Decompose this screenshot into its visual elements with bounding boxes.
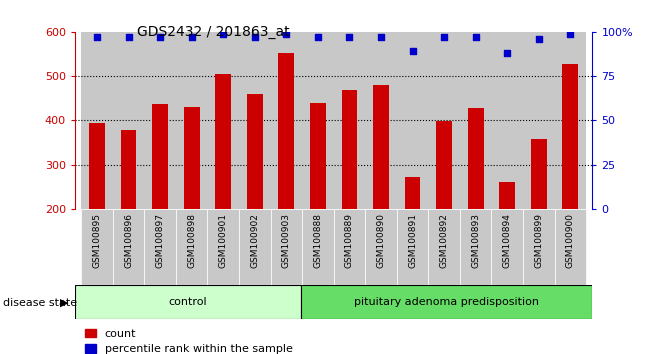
Bar	[81, 32, 113, 209]
Bar	[334, 32, 365, 209]
Bar	[436, 121, 452, 209]
Bar	[531, 139, 547, 209]
Bar	[365, 32, 396, 209]
Bar	[523, 32, 555, 209]
Point	[471, 34, 481, 40]
Bar	[279, 53, 294, 209]
Bar	[396, 32, 428, 209]
Point	[312, 34, 323, 40]
Bar	[271, 32, 302, 209]
Text: GSM100896: GSM100896	[124, 213, 133, 268]
Bar	[113, 32, 145, 209]
FancyBboxPatch shape	[81, 209, 113, 285]
FancyBboxPatch shape	[334, 209, 365, 285]
Text: control: control	[169, 297, 208, 307]
Bar	[310, 103, 326, 209]
Bar	[499, 182, 515, 209]
Point	[92, 34, 102, 40]
FancyBboxPatch shape	[523, 209, 555, 285]
Bar	[89, 124, 105, 209]
Bar	[176, 32, 208, 209]
Bar	[145, 32, 176, 209]
FancyBboxPatch shape	[271, 209, 302, 285]
Bar	[492, 32, 523, 209]
Text: GSM100903: GSM100903	[282, 213, 291, 268]
Text: GSM100902: GSM100902	[250, 213, 259, 268]
Text: GSM100899: GSM100899	[534, 213, 544, 268]
Text: pituitary adenoma predisposition: pituitary adenoma predisposition	[354, 297, 539, 307]
Point	[249, 34, 260, 40]
Text: GSM100900: GSM100900	[566, 213, 575, 268]
FancyBboxPatch shape	[208, 209, 239, 285]
Text: GSM100897: GSM100897	[156, 213, 165, 268]
Bar	[460, 32, 492, 209]
Bar	[239, 32, 271, 209]
FancyBboxPatch shape	[145, 209, 176, 285]
Bar	[247, 94, 262, 209]
Point	[123, 34, 133, 40]
FancyBboxPatch shape	[365, 209, 396, 285]
FancyBboxPatch shape	[301, 285, 592, 319]
FancyBboxPatch shape	[396, 209, 428, 285]
FancyBboxPatch shape	[555, 209, 586, 285]
Text: GDS2432 / 201863_at: GDS2432 / 201863_at	[137, 25, 289, 39]
Text: ▶: ▶	[60, 298, 68, 308]
Point	[376, 34, 386, 40]
Bar	[208, 32, 239, 209]
Bar	[468, 108, 484, 209]
Text: GSM100890: GSM100890	[376, 213, 385, 268]
Point	[281, 31, 292, 36]
FancyBboxPatch shape	[75, 285, 301, 319]
Text: disease state: disease state	[3, 298, 77, 308]
FancyBboxPatch shape	[460, 209, 492, 285]
FancyBboxPatch shape	[428, 209, 460, 285]
Bar	[302, 32, 334, 209]
Bar	[555, 32, 586, 209]
Bar	[215, 74, 231, 209]
Point	[218, 31, 229, 36]
Point	[565, 31, 575, 36]
Point	[439, 34, 449, 40]
Text: GSM100888: GSM100888	[313, 213, 322, 268]
Bar	[342, 90, 357, 209]
Bar	[120, 130, 137, 209]
Point	[186, 34, 197, 40]
Bar	[405, 177, 421, 209]
Bar	[373, 85, 389, 209]
Text: GSM100893: GSM100893	[471, 213, 480, 268]
FancyBboxPatch shape	[113, 209, 145, 285]
Text: GSM100894: GSM100894	[503, 213, 512, 268]
Text: GSM100891: GSM100891	[408, 213, 417, 268]
FancyBboxPatch shape	[492, 209, 523, 285]
FancyBboxPatch shape	[239, 209, 271, 285]
Bar	[428, 32, 460, 209]
Text: GSM100901: GSM100901	[219, 213, 228, 268]
Bar	[184, 107, 199, 209]
Text: GSM100889: GSM100889	[345, 213, 354, 268]
Text: GSM100892: GSM100892	[439, 213, 449, 268]
Bar	[562, 64, 578, 209]
Legend: count, percentile rank within the sample: count, percentile rank within the sample	[81, 324, 298, 354]
Text: GSM100895: GSM100895	[92, 213, 102, 268]
Point	[502, 50, 512, 56]
Point	[534, 36, 544, 42]
Text: GSM100898: GSM100898	[187, 213, 196, 268]
Point	[155, 34, 165, 40]
Bar	[152, 104, 168, 209]
Point	[408, 48, 418, 54]
FancyBboxPatch shape	[176, 209, 208, 285]
Point	[344, 34, 355, 40]
FancyBboxPatch shape	[302, 209, 334, 285]
